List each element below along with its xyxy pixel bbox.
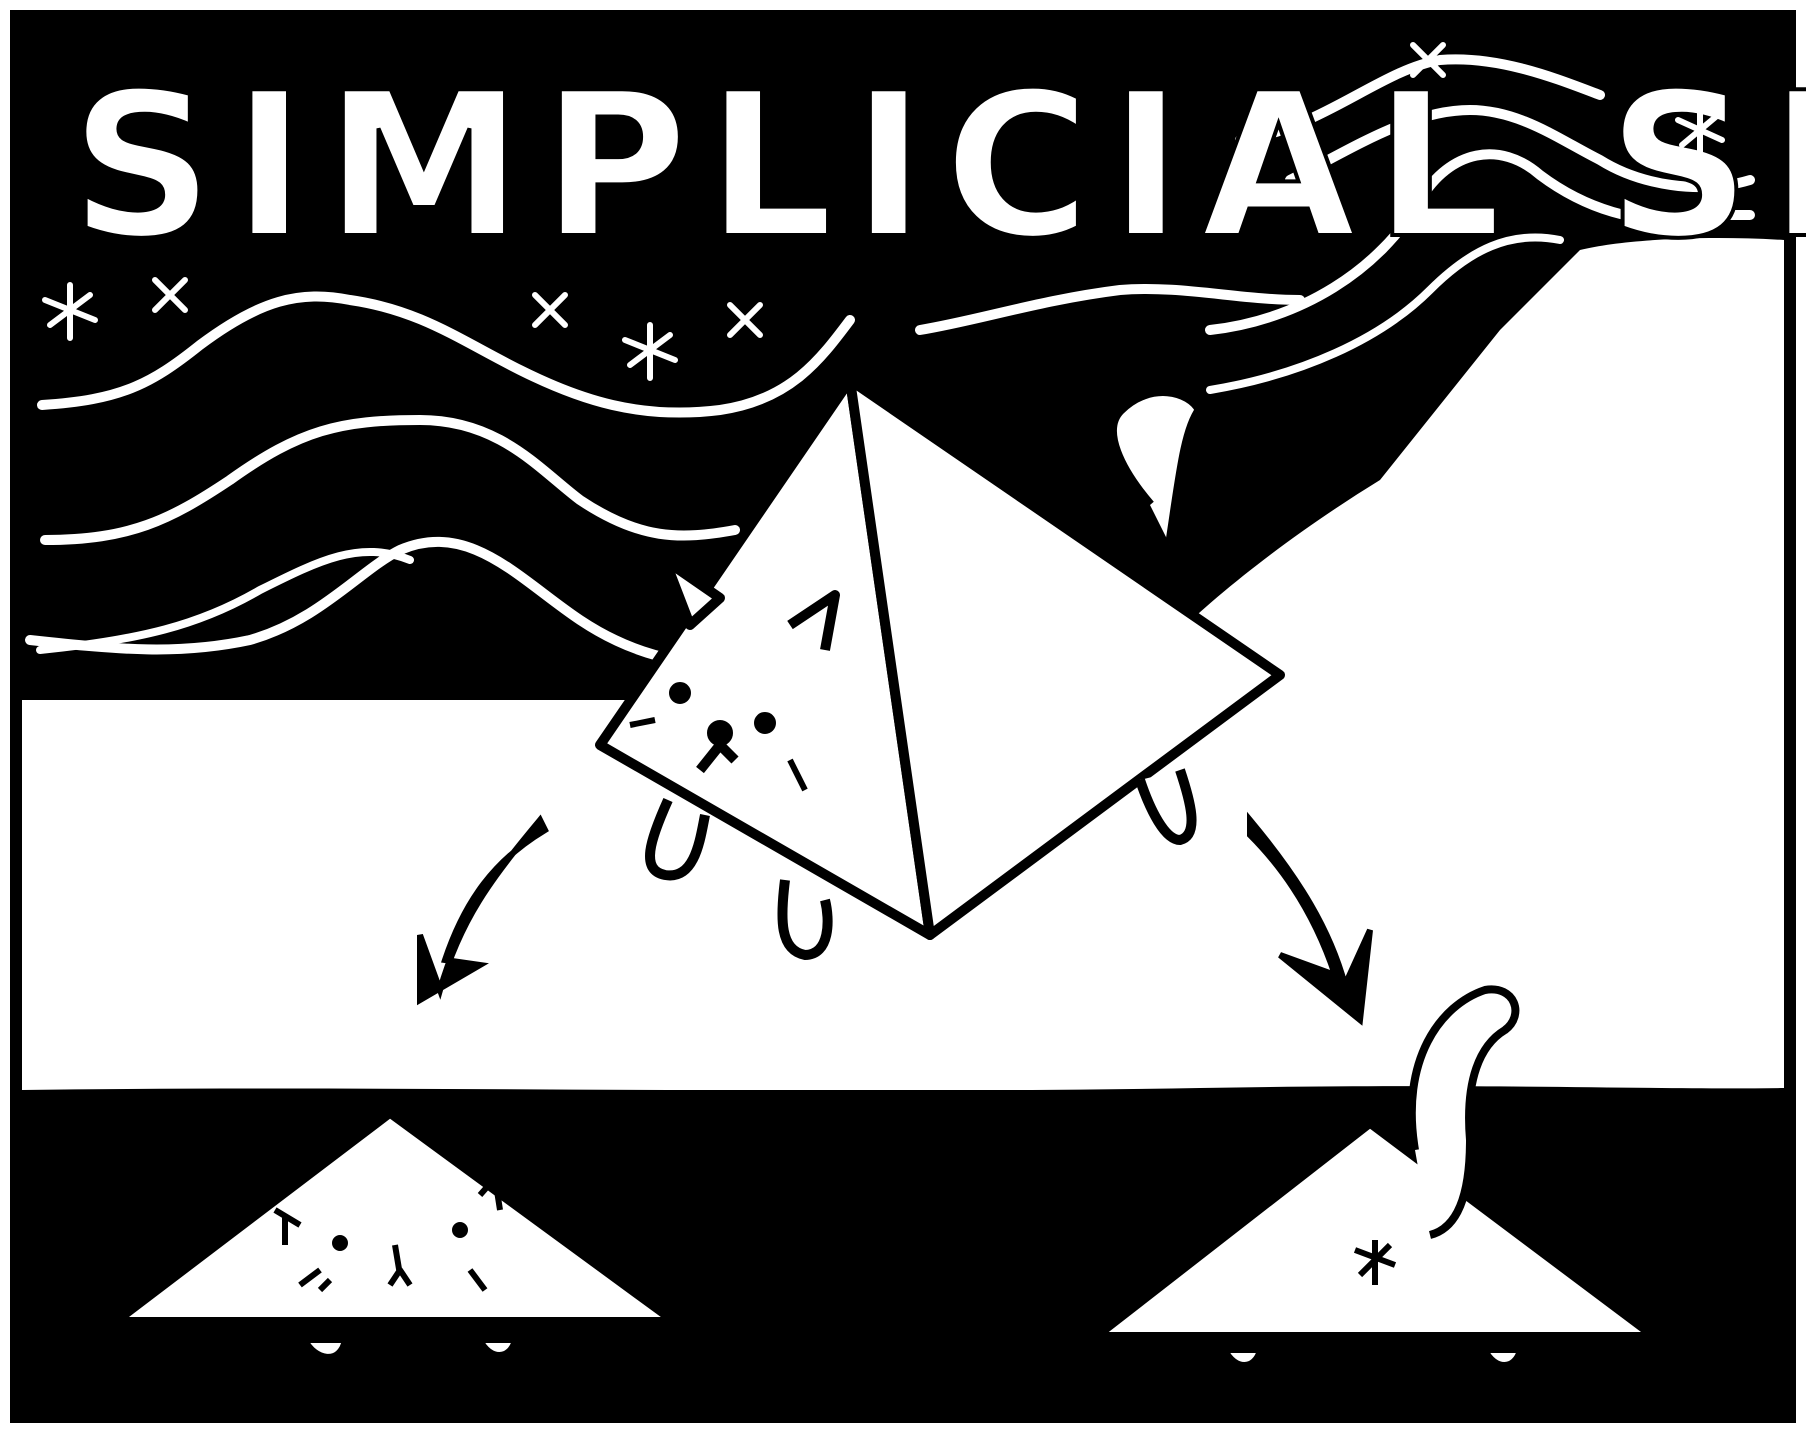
leg-icon [1222, 1347, 1263, 1368]
star-icon [42, 282, 98, 341]
ear-icon [660, 555, 725, 630]
cat-simplex [595, 375, 1285, 960]
star-icon [1353, 1240, 1397, 1285]
arrow-down-right-icon [1247, 811, 1373, 1026]
tail-icon [1407, 985, 1520, 1239]
wavy-stripes [25, 54, 1755, 669]
star-icon [727, 302, 763, 338]
leg-icon [1482, 1347, 1523, 1368]
leg-icon [777, 879, 833, 960]
leg-icon [477, 1337, 518, 1358]
sparkles [42, 42, 1725, 381]
star-icon [622, 322, 678, 381]
face-triangle [117, 1112, 673, 1360]
arrows [417, 811, 1373, 1026]
cat-face-right [845, 375, 1285, 940]
leg-icon [302, 1337, 348, 1360]
white-ground [22, 238, 1784, 753]
star-icon [1675, 105, 1725, 157]
leg-icon [645, 797, 710, 881]
leg-icon [1135, 768, 1197, 845]
arrow-down-left-icon [417, 814, 549, 1006]
star-icon [152, 277, 188, 313]
star-icon [1410, 42, 1446, 78]
star-icon [532, 292, 568, 328]
title: SIMPLICIAL SETS [70, 50, 1806, 283]
tail-icon [1106, 386, 1205, 546]
tail-triangle [1097, 985, 1653, 1368]
